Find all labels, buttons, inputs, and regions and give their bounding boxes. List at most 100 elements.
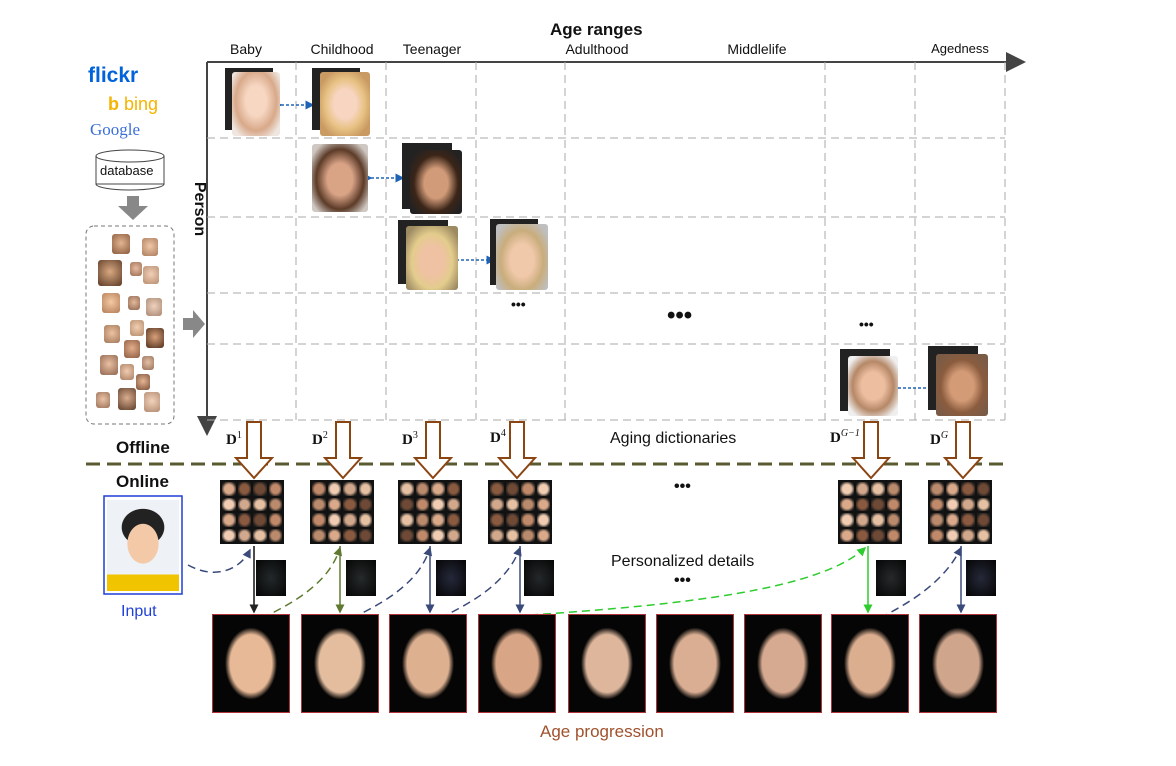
dictionary-atom	[886, 482, 900, 496]
dict-label-g-minus-1: DG−1	[830, 428, 860, 447]
google-logo-text: Google	[90, 120, 141, 139]
dict-sup: G	[940, 430, 949, 441]
dictionary-atom	[840, 482, 854, 496]
dictionary-atom	[886, 513, 900, 527]
detail-thumbnail	[876, 560, 906, 596]
dict-label-3: D3	[402, 430, 418, 449]
dictionary-atom-grid	[488, 480, 552, 544]
offline-label: Offline	[116, 438, 170, 457]
teen-blond-photo	[406, 226, 458, 290]
dictionary-atom	[222, 513, 236, 527]
dict-label-2: D2	[312, 430, 328, 449]
bing-logo: b bing	[108, 94, 158, 115]
age-progression-output	[301, 614, 379, 713]
dictionary-atom	[855, 513, 869, 527]
collection-face	[142, 356, 154, 370]
dictionary-atom	[840, 513, 854, 527]
age-progression-output	[478, 614, 556, 713]
dict-label-4: D4	[490, 428, 506, 447]
dictionary-atom	[446, 528, 460, 542]
dictionary-atom	[840, 497, 854, 511]
dictionary-atom	[431, 513, 445, 527]
dictionary-atom	[490, 513, 504, 527]
dictionary-atom	[431, 482, 445, 496]
dictionary-atom-grid	[398, 480, 462, 544]
dictionary-atom	[312, 482, 326, 496]
grid-ellipsis-middle: •••	[667, 302, 693, 329]
collection-face	[130, 320, 144, 336]
detail-thumbnail	[966, 560, 996, 596]
dictionary-atom	[431, 497, 445, 511]
dict-sup: 1	[236, 430, 242, 441]
baby-photo	[232, 72, 280, 136]
dictionary-atom	[253, 513, 267, 527]
dictionary-atom	[961, 482, 975, 496]
dictionary-atom	[253, 528, 267, 542]
dictionary-atom	[536, 482, 550, 496]
age-ranges-title: Age ranges	[550, 20, 643, 39]
dictionary-atom	[871, 513, 885, 527]
dict-label-g: DG	[930, 430, 948, 449]
dictionary-atom	[222, 528, 236, 542]
dictionary-atom	[400, 528, 414, 542]
collection-face	[143, 266, 159, 284]
dictionary-atom	[886, 528, 900, 542]
dictionary-atom	[268, 513, 282, 527]
dictionary-atom	[358, 513, 372, 527]
childhood-boy-photo	[312, 144, 368, 212]
dictionary-atom	[237, 528, 251, 542]
dictionary-atom	[871, 482, 885, 496]
dictionary-atom	[521, 528, 535, 542]
dictionary-atom	[505, 482, 519, 496]
collection-face	[124, 340, 140, 358]
dictionary-atom	[400, 513, 414, 527]
dictionary-atom	[358, 528, 372, 542]
dictionary-atom	[415, 528, 429, 542]
dictionary-atom	[871, 528, 885, 542]
dictionary-atom	[237, 513, 251, 527]
dictionary-atom	[446, 482, 460, 496]
childhood-photo	[320, 72, 370, 136]
dictionary-atom	[268, 497, 282, 511]
collection-face	[136, 374, 150, 390]
aged-photo	[936, 354, 988, 416]
adult-blond-photo	[496, 224, 548, 290]
flickr-logo: flickr	[88, 64, 138, 88]
dict-base: D	[226, 432, 237, 448]
dictionary-atom	[415, 513, 429, 527]
dict-base: D	[402, 432, 413, 448]
dictionary-atom	[222, 482, 236, 496]
dictionary-atom	[840, 528, 854, 542]
dict-sup: G−1	[840, 428, 860, 439]
input-photo	[107, 500, 179, 591]
collection-face	[146, 298, 162, 316]
dict-base: D	[930, 432, 941, 448]
dictionary-atom	[945, 528, 959, 542]
flickr-logo-text: flickr	[88, 64, 139, 87]
dict-ellipsis: •••	[674, 478, 691, 495]
age-progression-output	[656, 614, 734, 713]
collection-face	[112, 234, 130, 254]
dictionary-atom	[945, 482, 959, 496]
dictionary-atom	[521, 482, 535, 496]
collection-face	[128, 296, 140, 310]
collection-face	[100, 355, 118, 375]
bing-b-icon: b	[108, 94, 119, 114]
personalized-details-caption: Personalized details	[611, 553, 755, 570]
dictionary-atom	[536, 513, 550, 527]
dictionary-atom-grid	[310, 480, 374, 544]
dict-sup: 3	[412, 430, 418, 441]
dictionary-atom	[343, 497, 357, 511]
dict-sup: 2	[322, 430, 328, 441]
grid-ellipsis-late: •••	[859, 316, 874, 332]
dictionary-atom	[343, 482, 357, 496]
dictionary-atom	[855, 528, 869, 542]
dictionary-atom	[505, 497, 519, 511]
dictionary-atom	[237, 482, 251, 496]
dictionary-atom	[222, 497, 236, 511]
dictionary-atom	[253, 497, 267, 511]
detail-thumbnail	[524, 560, 554, 596]
age-progression-output	[212, 614, 290, 713]
collection-face	[142, 238, 158, 256]
